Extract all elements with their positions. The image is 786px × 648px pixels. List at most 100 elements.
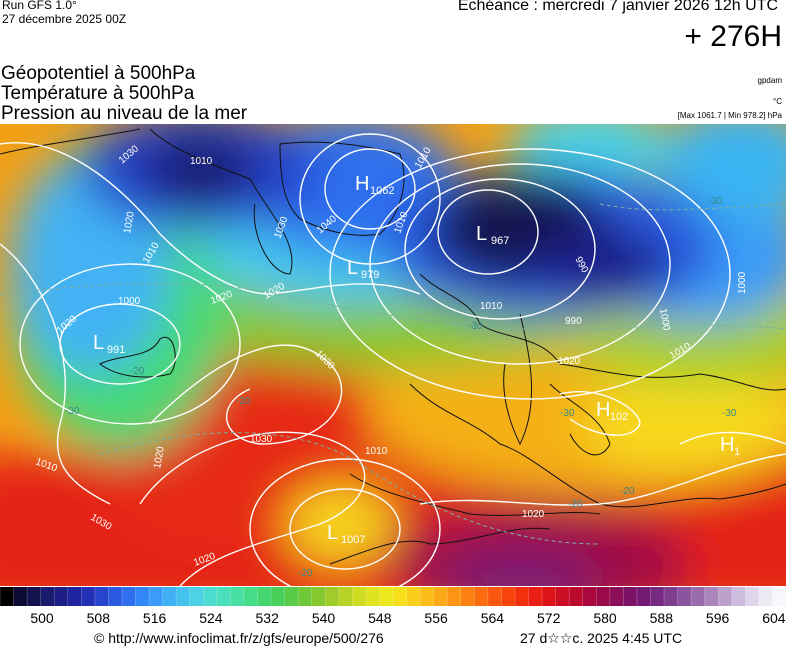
- color-swatch: [447, 587, 462, 606]
- color-scale-tick: 588: [649, 610, 673, 626]
- low-marker: L: [476, 223, 487, 245]
- color-swatch: [745, 587, 760, 606]
- low-marker: L: [327, 522, 338, 544]
- color-swatch: [27, 587, 42, 606]
- pressure-centres: H 1062 L 967 L 979 L 991 H 102 H 1 L 100…: [93, 173, 740, 546]
- color-scale-tick: 508: [86, 610, 110, 626]
- forecast-hour: + 276H: [684, 20, 782, 53]
- high-value: 1: [734, 446, 740, 458]
- color-swatch: [352, 587, 367, 606]
- color-swatch: [772, 587, 786, 606]
- color-swatch: [501, 587, 516, 606]
- svg-text:-20: -20: [236, 396, 251, 407]
- color-swatch: [284, 587, 299, 606]
- low-value: 967: [491, 235, 509, 247]
- svg-text:-20: -20: [130, 366, 145, 377]
- param-pressure: Pression au niveau de la mer: [1, 103, 248, 124]
- isobars: [0, 133, 786, 586]
- color-scale-tick: 572: [537, 610, 561, 626]
- color-swatch: [230, 587, 245, 606]
- svg-text:1010: 1010: [365, 446, 388, 457]
- color-swatch: [54, 587, 69, 606]
- color-swatch: [758, 587, 774, 606]
- color-swatch: [731, 587, 746, 606]
- color-swatch: [582, 587, 597, 606]
- run-date: 27 décembre 2025 00Z: [2, 12, 127, 26]
- low-marker: L: [347, 257, 358, 279]
- color-swatch: [0, 587, 15, 606]
- color-swatch: [691, 587, 706, 606]
- low-value: 979: [361, 269, 379, 281]
- color-swatch: [257, 587, 272, 606]
- unit-geopotential: gpdam: [757, 76, 782, 85]
- high-marker: H: [720, 434, 734, 456]
- high-value: 1062: [370, 185, 394, 197]
- color-swatch: [460, 587, 475, 606]
- color-swatch: [13, 587, 28, 606]
- color-scale-tick: 548: [368, 610, 392, 626]
- low-value: 991: [107, 344, 125, 356]
- weather-map: H 1062 L 967 L 979 L 991 H 102 H 1 L 100…: [0, 124, 786, 586]
- svg-text:1010: 1010: [480, 301, 503, 312]
- color-swatch: [609, 587, 624, 606]
- isotherm-labels: -30 -30 -30 -30 -30 -20 -20 -20 -20 -20: [65, 196, 737, 579]
- color-swatch: [555, 587, 570, 606]
- color-swatch: [528, 587, 543, 606]
- color-swatch: [243, 587, 259, 606]
- color-swatch: [325, 587, 340, 606]
- param-temperature: Température à 500hPa: [1, 83, 195, 104]
- color-scale: [0, 587, 786, 606]
- svg-text:1000: 1000: [657, 308, 672, 332]
- color-scale-tick: 556: [424, 610, 448, 626]
- color-swatch: [298, 587, 313, 606]
- svg-text:-30: -30: [708, 196, 723, 207]
- svg-text:1000: 1000: [737, 271, 748, 294]
- color-swatch: [718, 587, 733, 606]
- svg-text:1000: 1000: [118, 296, 141, 307]
- color-scale-tick: 604: [762, 610, 786, 626]
- color-swatch: [338, 587, 353, 606]
- color-swatch: [189, 587, 204, 606]
- svg-text:-20: -20: [620, 486, 635, 497]
- color-swatch: [677, 587, 692, 606]
- color-swatch: [420, 587, 435, 606]
- high-value: 102: [610, 411, 628, 423]
- color-scale-tick: 540: [311, 610, 336, 626]
- svg-text:-30: -30: [560, 408, 575, 419]
- color-swatch: [365, 587, 381, 606]
- color-scale-tick: 516: [142, 610, 167, 626]
- color-swatch: [704, 587, 719, 606]
- geopotential-field: [0, 124, 786, 586]
- unit-pressure-range: [Max 1061.7 | Min 978.2] hPa: [677, 111, 782, 120]
- color-swatch: [393, 587, 408, 606]
- svg-text:-20: -20: [568, 499, 583, 510]
- svg-text:1010: 1010: [190, 156, 213, 167]
- high-marker: H: [355, 173, 369, 195]
- color-swatch: [542, 587, 557, 606]
- color-swatch: [664, 587, 679, 606]
- svg-text:-30: -30: [722, 408, 737, 419]
- isotherms: [0, 203, 786, 545]
- color-swatch: [406, 587, 421, 606]
- color-scale-tick: 524: [199, 610, 223, 626]
- color-swatch: [636, 587, 652, 606]
- color-scale-tick: 596: [705, 610, 730, 626]
- color-swatch: [569, 587, 584, 606]
- color-swatch: [379, 587, 394, 606]
- svg-text:1020: 1020: [152, 445, 167, 469]
- forecast-valid-time: Echéance : mercredi 7 janvier 2026 12h U…: [457, 0, 778, 14]
- color-swatch: [67, 587, 82, 606]
- low-marker: L: [93, 332, 104, 354]
- color-swatch: [135, 587, 150, 606]
- color-swatch: [81, 587, 96, 606]
- unit-temperature: °C: [773, 97, 782, 106]
- color-swatch: [203, 587, 218, 606]
- color-scale-tick: 500: [30, 610, 54, 626]
- svg-text:1020: 1020: [122, 210, 137, 234]
- svg-text:990: 990: [565, 316, 582, 327]
- color-swatch: [216, 587, 231, 606]
- svg-text:1020: 1020: [522, 509, 545, 520]
- color-swatch: [40, 587, 55, 606]
- color-swatch: [149, 587, 164, 606]
- generation-time: 27 d☆☆c. 2025 4:45 UTC: [520, 630, 683, 646]
